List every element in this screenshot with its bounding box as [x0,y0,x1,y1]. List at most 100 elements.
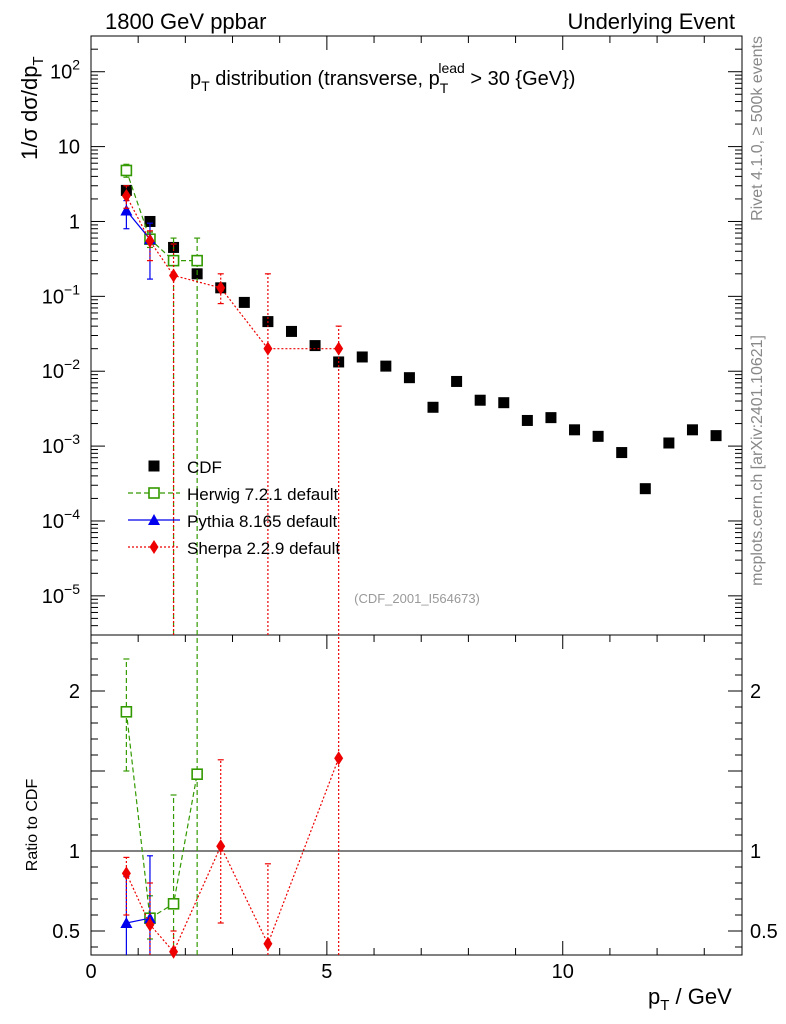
y-tick-label: 1 [69,211,80,233]
y-axis-label-sub: T [30,56,47,65]
data-point [356,351,368,363]
data-point [616,447,628,459]
ratio-tick-label-left: 1 [69,841,80,863]
x-tick-label: 10 [552,961,574,983]
series-line [125,170,198,262]
data-point [686,424,698,436]
ratio-tick-label-right: 2 [750,681,761,703]
x-axis-label-main: p [648,984,660,1009]
chart-title-mid: distribution (transverse, p [210,68,440,90]
data-point [334,341,344,356]
ratio-tick-label-left: 0.5 [52,921,80,943]
legend-item-2: Pythia 8.165 default [128,512,338,531]
ratio-point [145,917,155,932]
data-series [120,163,722,959]
ratio-point [167,897,180,910]
data-point [545,412,557,424]
data-point [663,437,675,449]
y-axis-label-main: 1/σ dσ/dp [17,66,42,160]
chart-title-pre: p [190,68,201,90]
ratio-point [120,917,133,928]
data-point [592,430,604,442]
rivet-version-label: Rivet 4.1.0, ≥ 500k events [749,36,766,221]
ratio-point [263,936,273,951]
y-axis-label: 1/σ dσ/dpT [17,56,47,160]
header-right: Underlying Event [567,9,735,34]
y-tick-label: 10 [58,137,80,159]
chart-title-sub: T [440,80,449,96]
ratio-tick-label-left: 2 [69,681,80,703]
ratio-panel-frame [90,634,743,956]
legend-item-0: CDF [148,458,222,477]
ratio-tick-label-right: 1 [750,841,761,863]
chart-title-pre-sub: T [201,78,210,94]
ratio-point [121,866,131,881]
legend-marker [148,460,160,472]
data-point [191,254,203,267]
legend-marker [149,540,159,554]
ratio-point [216,839,226,854]
data-point [120,204,133,216]
data-point [285,325,297,337]
y-tick-label: 10−2 [42,356,80,383]
legend: CDF Herwig 7.2.1 default Pythia 8.165 defa… [128,458,340,558]
data-point [403,372,415,384]
legend-label: Herwig 7.2.1 default [187,485,338,504]
x-axis-label-rest: / GeV [669,984,732,1009]
data-point [639,483,651,495]
data-point [238,296,250,308]
x-axis-label-sub: T [660,997,669,1014]
x-axis-label: pT / GeV [648,984,732,1014]
ratio-axis-label: Ratio to CDF [24,779,41,872]
data-point [309,340,321,352]
data-point [121,188,131,203]
ratio-point [169,944,179,959]
data-point [120,164,133,177]
legend-marker [148,514,160,525]
mcplots-label: mcplots.cern.ch [arXiv:2401.10621] [749,335,766,586]
data-point [474,394,486,406]
analysis-id: (CDF_2001_I564673) [354,591,480,606]
ratio-line [125,757,340,953]
legend-marker [148,487,160,499]
chart-title-post: > 30 {GeV}) [465,68,576,90]
data-point [451,375,463,387]
series-1 [120,163,203,955]
legend-label: Pythia 8.165 default [187,512,338,531]
y-tick-label: 102 [50,57,80,84]
data-point [144,215,156,227]
header-left: 1800 GeV ppbar [105,9,266,34]
y-tick-label: 10−1 [42,281,80,308]
data-point [569,424,581,436]
chart-title: pT distribution (transverse, pTlead > 30… [190,60,575,96]
ratio-line [126,917,151,924]
axis-ticks: 0 5 10 10−5 10−4 10−3 10−2 10−1 1 10 102 0.5 0.5 1 1 2 2 [42,35,778,983]
series-3 [121,185,344,959]
ratio-point [334,751,344,766]
x-tick-label: 5 [321,961,332,983]
series-0 [120,184,722,495]
series-2 [120,200,156,955]
data-point [498,397,510,409]
ratio-point [120,705,133,718]
data-point [169,268,179,283]
legend-item-1: Herwig 7.2.1 default [128,485,338,504]
data-point [263,341,273,356]
y-tick-label: 10−4 [42,506,80,533]
ratio-line [125,711,198,920]
chart-title-sup: lead [438,60,464,76]
data-point [216,280,226,295]
x-tick-label: 0 [85,961,96,983]
legend-item-3: Sherpa 2.2.9 default [128,539,340,558]
data-point [521,414,533,426]
ratio-tick-label-right: 0.5 [750,921,778,943]
legend-label: CDF [187,458,222,477]
data-point [380,360,392,372]
legend-label: Sherpa 2.2.9 default [187,539,340,558]
y-tick-label: 10−5 [42,581,80,608]
series-line [125,195,339,350]
data-point [145,233,155,248]
ratio-point [191,768,203,781]
y-tick-label: 10−3 [42,431,80,458]
